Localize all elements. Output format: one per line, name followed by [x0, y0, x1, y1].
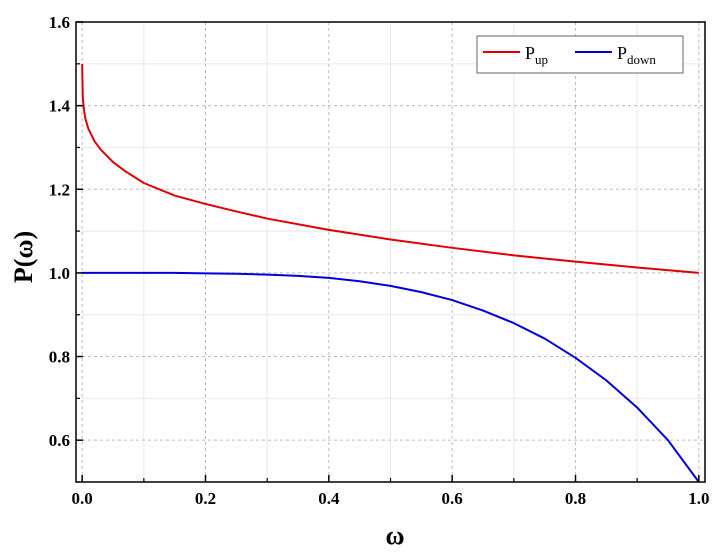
x-tick-label: 0.8	[565, 489, 586, 508]
legend-label-p-up: Pup	[525, 43, 548, 67]
x-tick-labels: 0.0 0.2 0.4 0.6 0.8 1.0	[72, 489, 710, 508]
y-tick-label: 1.0	[49, 264, 70, 283]
y-tick-label: 1.4	[49, 97, 71, 116]
x-tick-label: 0.2	[195, 489, 216, 508]
series-line-p-down	[82, 271, 700, 483]
y-tick-label: 1.2	[49, 180, 70, 199]
x-axis-title: ω	[385, 521, 404, 550]
x-tick-label: 0.0	[72, 489, 93, 508]
minor-grid	[76, 22, 705, 483]
x-tick-label: 0.4	[318, 489, 340, 508]
x-tick-label: 1.0	[688, 489, 709, 508]
y-tick-label: 0.8	[49, 348, 70, 367]
y-tick-label: 0.6	[49, 431, 70, 450]
y-tick-label: 1.6	[49, 13, 70, 32]
legend-label-p-down: Pdown	[617, 43, 656, 67]
x-tick-label: 0.6	[442, 489, 463, 508]
legend-box	[476, 35, 684, 74]
legend: Pup Pdown	[476, 35, 684, 74]
y-axis-title: P(ω)	[9, 231, 38, 283]
series-line-p-up	[81, 63, 699, 274]
y-tick-labels: 0.6 0.8 1.0 1.2 1.4 1.6	[49, 13, 71, 450]
series-layer	[81, 63, 700, 483]
axis-ticks	[76, 21, 700, 483]
